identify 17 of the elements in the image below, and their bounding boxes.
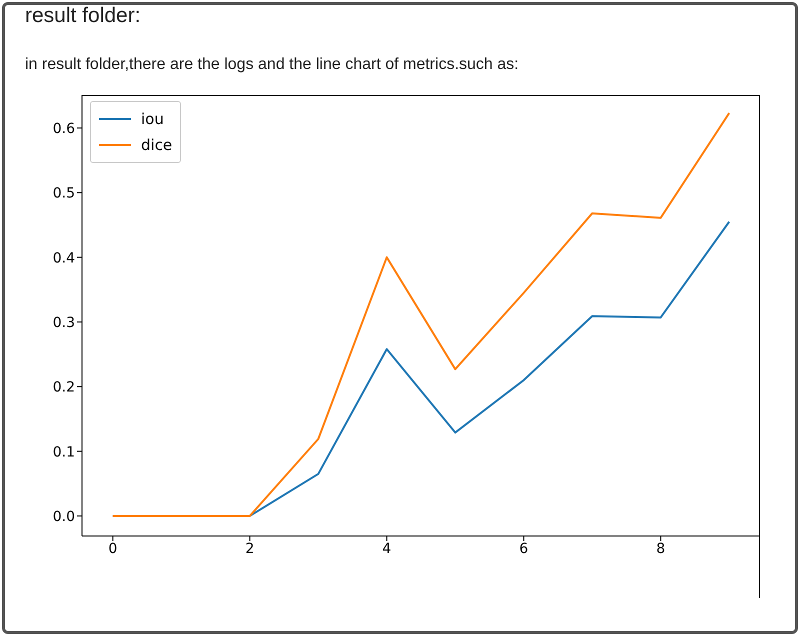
y-tick-label: 0.6: [52, 120, 76, 137]
legend-label: iou: [141, 110, 164, 128]
y-tick-label: 0.3: [52, 314, 75, 331]
y-tick-label: 0.2: [52, 380, 75, 396]
y-tick-label: 0.0: [52, 508, 75, 525]
legend-label: dice: [141, 136, 172, 154]
y-tick-label: 0.5: [52, 186, 75, 202]
y-tick-label: 0.1: [52, 444, 75, 460]
chart-subtitle: in result folder,there are the logs and the line chart of metrics.such as:: [25, 56, 519, 74]
x-tick-label: 6: [519, 540, 528, 557]
x-tick-label: 4: [382, 540, 392, 557]
chart-title: result folder:: [25, 4, 141, 28]
x-tick-label: 0: [108, 540, 118, 557]
line-series: [112, 112, 730, 517]
y-tick-label: 0.4: [52, 250, 76, 266]
x-tick-label: 8: [656, 540, 666, 557]
x-tick-label: 2: [245, 540, 254, 557]
